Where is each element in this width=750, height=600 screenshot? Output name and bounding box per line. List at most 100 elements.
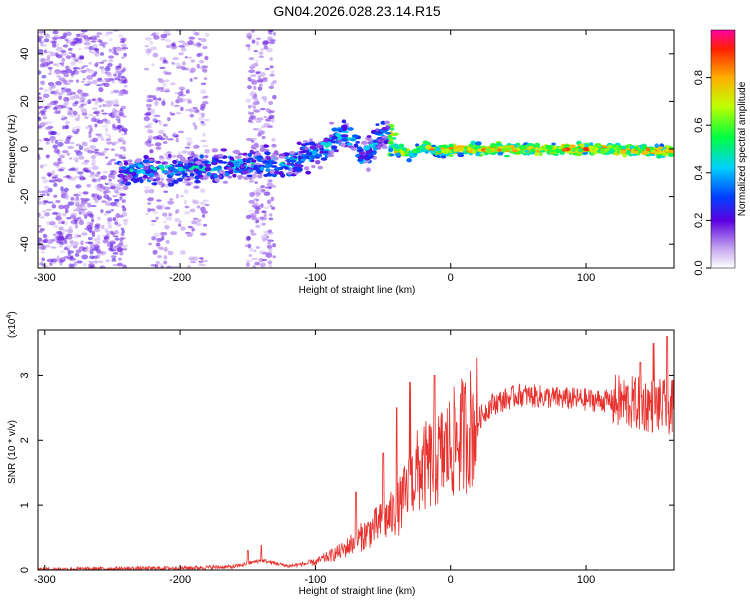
ridge-cell <box>248 169 254 173</box>
noise-speckle <box>87 237 93 241</box>
noise-speckle <box>88 50 93 54</box>
noise-speckle <box>172 57 180 61</box>
noise-speckle <box>106 141 113 145</box>
ridge-cell <box>524 149 530 153</box>
noise-speckle <box>41 257 45 262</box>
noise-speckle <box>91 232 96 238</box>
noise-speckle <box>108 174 113 179</box>
noise-speckle <box>46 239 54 244</box>
noise-speckle <box>108 247 113 250</box>
noise-speckle <box>51 203 56 208</box>
noise-speckle <box>69 95 76 101</box>
ridge-cell <box>552 153 560 156</box>
noise-speckle <box>98 260 104 264</box>
noise-speckle <box>82 65 89 68</box>
noise-speckle <box>49 262 53 267</box>
y-tick-label: 20 <box>19 95 31 107</box>
ridge-cell <box>485 148 492 153</box>
ridge-cell <box>406 157 412 163</box>
noise-speckle <box>254 209 260 215</box>
ridge-cell <box>302 140 309 143</box>
snr-x-label: Height of straight line (km) <box>299 586 416 597</box>
noise-speckle <box>200 123 207 126</box>
noise-speckle <box>248 253 253 258</box>
ridge-cell <box>305 151 313 156</box>
ridge-cell <box>227 175 233 179</box>
noise-speckle <box>204 32 210 38</box>
ridge-cell <box>295 167 303 172</box>
noise-speckle <box>249 121 254 124</box>
spectrogram-y-label: Frequency (Hz) <box>7 115 18 184</box>
noise-speckle <box>155 261 160 264</box>
ridge-cell <box>151 182 158 186</box>
noise-speckle <box>252 264 256 268</box>
noise-speckle <box>80 240 84 246</box>
noise-speckle <box>52 161 60 166</box>
noise-speckle <box>269 204 273 208</box>
noise-speckle <box>44 185 50 190</box>
x-tick-label: -200 <box>169 272 191 284</box>
noise-speckle <box>181 61 186 66</box>
ridge-cell <box>552 145 558 150</box>
noise-speckle <box>146 128 153 134</box>
noise-speckle <box>96 32 103 36</box>
ridge-cell <box>435 147 441 152</box>
ridge-cell <box>620 149 627 154</box>
noise-speckle <box>122 148 127 152</box>
noise-speckle <box>100 61 104 64</box>
noise-speckle <box>110 249 117 252</box>
ridge-cell <box>374 131 381 136</box>
ridge-cell <box>305 170 312 175</box>
y-tick-label: 1 <box>19 502 31 508</box>
noise-speckle <box>58 218 64 224</box>
noise-speckle <box>178 40 185 43</box>
noise-speckle <box>268 263 273 268</box>
snr-frame <box>37 329 675 571</box>
ridge-cell <box>425 144 431 150</box>
ridge-cell <box>390 127 395 131</box>
ridge-cell <box>184 165 190 170</box>
noise-speckle <box>63 72 69 78</box>
noise-speckle <box>46 258 54 263</box>
noise-speckle <box>98 152 102 156</box>
ridge-cell <box>580 143 585 148</box>
ridge-cell <box>268 163 273 167</box>
noise-speckle <box>88 45 94 51</box>
noise-speckle <box>204 148 210 154</box>
ridge-cell <box>394 152 401 157</box>
noise-speckle <box>82 211 86 217</box>
noise-speckle <box>70 242 75 247</box>
noise-speckle <box>121 46 129 50</box>
noise-speckle <box>203 77 208 81</box>
noise-speckle <box>39 193 46 196</box>
ridge-cell <box>143 159 149 164</box>
noise-speckle <box>58 168 64 172</box>
ridge-cell <box>166 178 173 182</box>
noise-speckle <box>267 36 273 42</box>
noise-speckle <box>41 74 47 79</box>
noise-speckle <box>112 171 117 175</box>
ridge-cell <box>272 173 277 178</box>
noise-speckle <box>170 231 178 236</box>
noise-speckle <box>113 235 119 238</box>
noise-speckle <box>270 110 275 114</box>
noise-speckle <box>78 99 83 104</box>
ridge-cell <box>356 146 363 150</box>
noise-speckle <box>118 122 123 126</box>
ridge-cell <box>213 173 218 179</box>
noise-speckle <box>108 178 112 182</box>
ridge-cell <box>145 169 151 175</box>
noise-speckle <box>247 76 252 82</box>
noise-speckle <box>123 52 127 57</box>
ridge-cell <box>534 152 539 157</box>
noise-speckle <box>201 144 209 148</box>
noise-speckle <box>185 183 192 186</box>
noise-speckle <box>260 72 266 77</box>
noise-speckle <box>267 242 272 245</box>
ridge-cell <box>448 144 454 148</box>
noise-speckle <box>181 66 186 71</box>
noise-speckle <box>251 30 256 33</box>
noise-speckle <box>107 73 113 78</box>
noise-speckle <box>265 107 270 113</box>
